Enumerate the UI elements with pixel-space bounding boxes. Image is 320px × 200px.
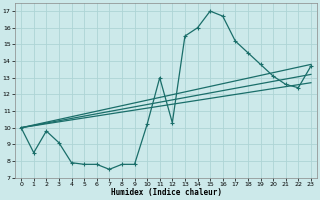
X-axis label: Humidex (Indice chaleur): Humidex (Indice chaleur) <box>110 188 221 197</box>
